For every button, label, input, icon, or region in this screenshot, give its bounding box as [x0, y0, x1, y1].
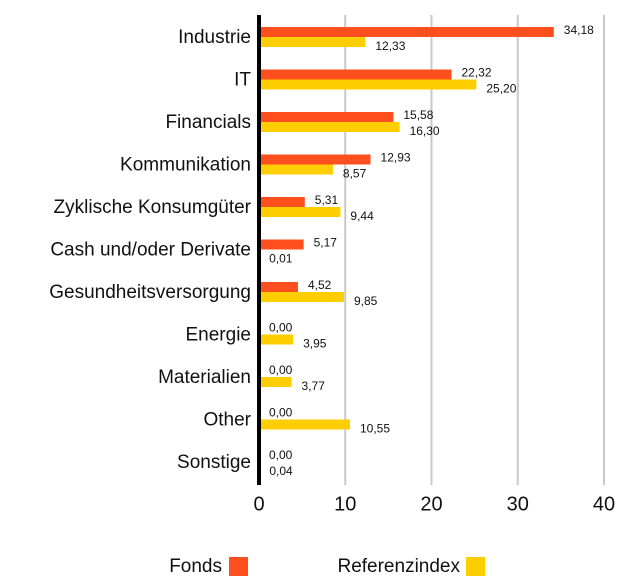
bar: [259, 122, 400, 132]
value-label: 3,77: [302, 379, 326, 393]
bar: [259, 282, 298, 292]
category-label: IT: [234, 70, 251, 91]
value-label: 5,17: [314, 236, 338, 250]
legend-label: Fonds: [169, 556, 222, 577]
value-label: 0,01: [269, 252, 293, 266]
value-label: 22,32: [462, 66, 492, 80]
bar: [259, 69, 452, 80]
value-label: 12,33: [375, 39, 405, 53]
category-label: Zyklische Konsumgüter: [54, 197, 252, 218]
category-label: Financials: [165, 112, 251, 133]
value-label: 15,58: [403, 108, 433, 122]
legend-label: Referenzindex: [337, 556, 460, 577]
category-label: Energie: [186, 325, 252, 346]
value-label: 16,30: [410, 124, 440, 138]
bar: [259, 419, 350, 430]
value-label: 4,52: [308, 278, 332, 292]
category-label: Other: [203, 410, 251, 431]
value-label: 3,95: [303, 337, 327, 351]
category-label: Cash und/oder Derivate: [50, 240, 251, 261]
bar: [259, 334, 294, 345]
value-label: 34,18: [564, 23, 594, 37]
x-tick-label: 10: [334, 493, 356, 515]
value-label: 8,57: [343, 167, 367, 181]
bar: [259, 197, 305, 207]
value-label: 10,55: [360, 422, 390, 436]
value-label: 12,93: [381, 151, 411, 165]
category-label: Kommunikation: [120, 155, 251, 176]
bar: [259, 207, 341, 217]
category-label: Gesundheitsversorgung: [49, 282, 251, 303]
bar: [259, 37, 366, 47]
category-label: Industrie: [178, 27, 251, 48]
value-label: 25,20: [486, 82, 516, 96]
bar: [259, 112, 394, 122]
value-label: 0,00: [269, 363, 293, 377]
x-tick-label: 0: [253, 493, 264, 515]
value-label: 0,00: [269, 406, 293, 420]
legend-swatch: [229, 557, 248, 576]
value-label: 5,31: [315, 193, 339, 207]
bar: [259, 239, 304, 250]
category-label: Materialien: [158, 367, 251, 388]
x-tick-label: 30: [507, 493, 529, 515]
bar: [259, 292, 344, 302]
x-tick-label: 40: [593, 493, 615, 515]
legend-swatch: [466, 557, 485, 576]
x-tick-label: 20: [420, 493, 442, 515]
value-label: 0,00: [269, 321, 293, 335]
value-label: 9,44: [350, 209, 374, 223]
value-label: 9,85: [354, 294, 378, 308]
category-label: Sonstige: [177, 452, 251, 473]
value-label: 0,00: [269, 448, 293, 462]
bar: [259, 377, 292, 387]
bar: [259, 154, 371, 165]
bar: [259, 164, 333, 175]
bar: [259, 79, 477, 90]
value-label: 0,04: [269, 464, 293, 478]
bar: [259, 27, 554, 37]
